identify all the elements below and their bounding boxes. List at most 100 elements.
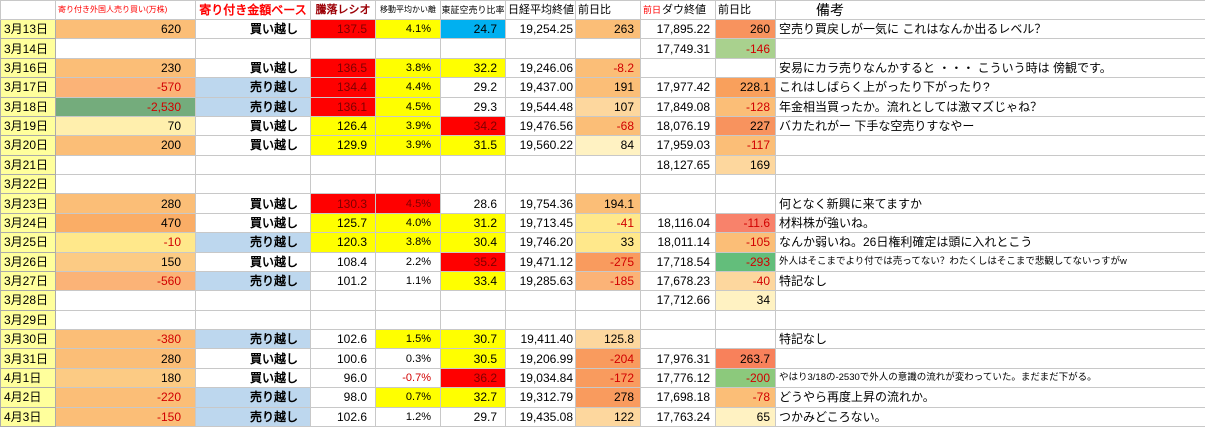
cell-nikkei[interactable]: 19,435.08 <box>505 406 576 427</box>
cell-fgn[interactable]: 470 <box>55 212 196 234</box>
cell-stance[interactable] <box>195 290 311 311</box>
cell-dow[interactable]: 17,712.66 <box>640 290 716 311</box>
cell-short[interactable]: 30.5 <box>440 348 506 369</box>
cell-stance[interactable]: 買い越し <box>195 251 311 272</box>
cell-fgn[interactable]: 180 <box>55 367 196 389</box>
cell-date[interactable]: 3月26日 <box>0 251 56 272</box>
cell-nikkei[interactable]: 19,312.79 <box>505 387 576 408</box>
cell-dow_chg[interactable]: -78 <box>715 387 776 408</box>
cell-nikkei[interactable] <box>505 38 576 59</box>
cell-stance[interactable]: 買い越し <box>195 115 311 137</box>
cell-stance[interactable] <box>195 38 311 59</box>
cell-fgn[interactable]: 280 <box>55 348 196 369</box>
cell-nk_chg[interactable]: 33 <box>575 232 641 253</box>
cell-ma[interactable]: 0.7% <box>375 387 441 408</box>
cell-ma[interactable]: -0.7% <box>375 367 441 389</box>
cell-remark[interactable]: なんか弱いね。26日権利確定は頭に入れとこう <box>775 232 1205 253</box>
cell-ma[interactable] <box>375 154 441 176</box>
cell-dow_chg[interactable]: -128 <box>715 96 776 117</box>
cell-short[interactable]: 28.6 <box>440 193 506 214</box>
cell-date[interactable]: 3月29日 <box>0 309 56 331</box>
cell-stance[interactable]: 売り越し <box>195 96 311 117</box>
cell-nk_chg[interactable]: -275 <box>575 251 641 272</box>
cell-date[interactable]: 3月16日 <box>0 57 56 79</box>
cell-stance[interactable] <box>195 154 311 176</box>
cell-date[interactable]: 3月21日 <box>0 154 56 176</box>
cell-nikkei[interactable]: 19,746.20 <box>505 232 576 253</box>
cell-short[interactable] <box>440 309 506 331</box>
cell-remark[interactable]: 材料株が強いね。 <box>775 212 1205 234</box>
cell-remark[interactable]: バカたれがー 下手な空売りすなやー <box>775 115 1205 137</box>
cell-ma[interactable]: 3.9% <box>375 115 441 137</box>
cell-stance[interactable]: 買い越し <box>195 18 311 40</box>
cell-dow[interactable]: 17,776.12 <box>640 367 716 389</box>
cell-ma[interactable]: 4.4% <box>375 77 441 98</box>
cell-stance[interactable]: 買い越し <box>195 135 311 156</box>
cell-short[interactable]: 24.7 <box>440 18 506 40</box>
cell-ratio[interactable] <box>310 154 376 176</box>
cell-dow_chg[interactable]: 65 <box>715 406 776 427</box>
cell-ma[interactable]: 3.8% <box>375 232 441 253</box>
cell-ratio[interactable]: 102.6 <box>310 406 376 427</box>
cell-nk_chg[interactable] <box>575 154 641 176</box>
cell-dow[interactable]: 17,763.24 <box>640 406 716 427</box>
cell-remark[interactable] <box>775 348 1205 369</box>
cell-remark[interactable]: 特記なし <box>775 328 1205 350</box>
cell-short[interactable] <box>440 290 506 311</box>
cell-date[interactable]: 3月27日 <box>0 270 56 292</box>
cell-short[interactable]: 32.7 <box>440 387 506 408</box>
cell-nk_chg[interactable]: 263 <box>575 18 641 40</box>
cell-stance[interactable]: 買い越し <box>195 193 311 214</box>
cell-nk_chg[interactable]: 84 <box>575 135 641 156</box>
cell-short[interactable]: 29.7 <box>440 406 506 427</box>
cell-nk_chg[interactable]: 278 <box>575 387 641 408</box>
cell-ratio[interactable]: 120.3 <box>310 232 376 253</box>
cell-date[interactable]: 3月18日 <box>0 96 56 117</box>
cell-nikkei[interactable]: 19,411.40 <box>505 328 576 350</box>
cell-fgn[interactable]: -560 <box>55 270 196 292</box>
cell-stance[interactable]: 売り越し <box>195 270 311 292</box>
cell-dow_chg[interactable]: 227 <box>715 115 776 137</box>
cell-fgn[interactable]: -570 <box>55 77 196 98</box>
column-header-remark[interactable]: 備考 <box>775 0 1205 20</box>
cell-fgn[interactable] <box>55 290 196 311</box>
cell-fgn[interactable]: -10 <box>55 232 196 253</box>
cell-dow[interactable] <box>640 309 716 331</box>
cell-dow_chg[interactable] <box>715 328 776 350</box>
cell-dow_chg[interactable]: -105 <box>715 232 776 253</box>
cell-dow[interactable]: 17,718.54 <box>640 251 716 272</box>
cell-ma[interactable] <box>375 290 441 311</box>
cell-nikkei[interactable]: 19,476.56 <box>505 115 576 137</box>
cell-short[interactable] <box>440 173 506 195</box>
cell-dow_chg[interactable]: -200 <box>715 367 776 389</box>
cell-fgn[interactable]: 620 <box>55 18 196 40</box>
cell-ma[interactable]: 4.5% <box>375 96 441 117</box>
cell-nk_chg[interactable] <box>575 309 641 331</box>
cell-remark[interactable]: 特記なし <box>775 270 1205 292</box>
column-header-stance[interactable]: 寄り付き金額ベース <box>195 0 311 20</box>
cell-nikkei[interactable]: 19,713.45 <box>505 212 576 234</box>
column-header-date[interactable] <box>0 0 56 20</box>
cell-short[interactable]: 31.5 <box>440 135 506 156</box>
cell-fgn[interactable]: -150 <box>55 406 196 427</box>
cell-stance[interactable]: 売り越し <box>195 77 311 98</box>
cell-nikkei[interactable] <box>505 173 576 195</box>
cell-nikkei[interactable]: 19,206.99 <box>505 348 576 369</box>
cell-ratio[interactable] <box>310 173 376 195</box>
cell-ma[interactable]: 0.3% <box>375 348 441 369</box>
cell-dow_chg[interactable] <box>715 57 776 79</box>
cell-date[interactable]: 4月1日 <box>0 367 56 389</box>
cell-fgn[interactable]: 70 <box>55 115 196 137</box>
cell-fgn[interactable]: -2,530 <box>55 96 196 117</box>
cell-date[interactable]: 3月24日 <box>0 212 56 234</box>
cell-ma[interactable]: 2.2% <box>375 251 441 272</box>
cell-ratio[interactable] <box>310 38 376 59</box>
cell-short[interactable]: 29.2 <box>440 77 506 98</box>
cell-nk_chg[interactable]: -185 <box>575 270 641 292</box>
cell-short[interactable]: 31.2 <box>440 212 506 234</box>
cell-nk_chg[interactable]: 191 <box>575 77 641 98</box>
cell-nk_chg[interactable]: -8.2 <box>575 57 641 79</box>
cell-dow_chg[interactable] <box>715 309 776 331</box>
cell-short[interactable] <box>440 154 506 176</box>
cell-short[interactable]: 32.2 <box>440 57 506 79</box>
